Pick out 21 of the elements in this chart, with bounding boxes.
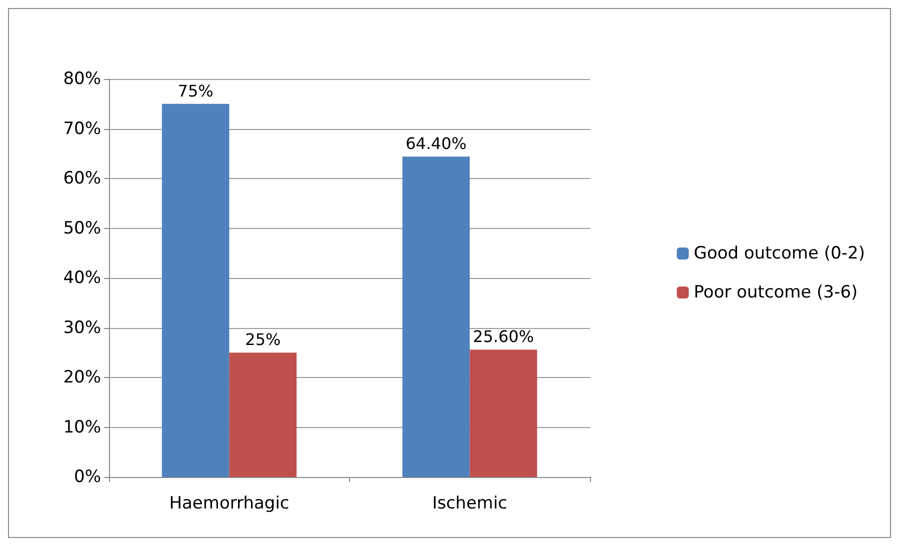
y-tick-label: 30% bbox=[63, 318, 101, 338]
legend-label: Good outcome (0-2) bbox=[694, 244, 866, 264]
data-label: 25% bbox=[245, 330, 281, 350]
y-tick-label: 10% bbox=[63, 417, 101, 438]
y-tick-label: 0% bbox=[74, 467, 101, 487]
y-tick-label: 80% bbox=[63, 69, 101, 89]
x-tick-label: Ischemic bbox=[432, 494, 508, 514]
y-tick-label: 60% bbox=[63, 168, 101, 188]
y-tick-label: 20% bbox=[63, 368, 101, 388]
y-tick-label: 50% bbox=[63, 218, 101, 238]
data-label: 75% bbox=[178, 81, 214, 100]
bar bbox=[402, 156, 470, 477]
x-tick-label: Haemorrhagic bbox=[169, 494, 290, 514]
y-tick-label: 40% bbox=[63, 268, 101, 288]
data-label: 64.40% bbox=[406, 134, 467, 154]
bar bbox=[229, 352, 297, 477]
y-tick-label: 70% bbox=[63, 118, 101, 139]
bar bbox=[470, 350, 538, 477]
bar bbox=[162, 104, 230, 477]
legend-label: Poor outcome (3-6) bbox=[694, 282, 858, 302]
data-label: 25.60% bbox=[472, 327, 534, 346]
